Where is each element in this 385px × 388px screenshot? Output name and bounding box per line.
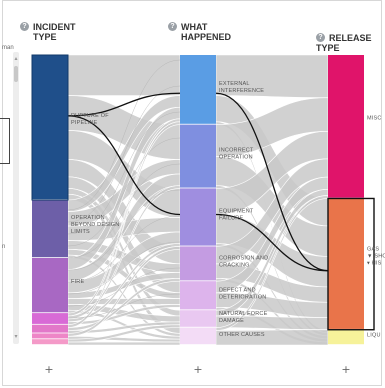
label-gas-line1: GAS (367, 247, 379, 253)
label-corrosion-line1: CORROSION AND (219, 256, 268, 262)
label-natural-line2: DAMAGE (219, 318, 244, 324)
minor-flow-line (67, 241, 181, 295)
node-i4[interactable] (32, 339, 68, 345)
highlight-path-1-1 (215, 213, 329, 272)
highlight-layer (67, 92, 329, 272)
label-gas-line2: ▼ SHO (367, 254, 385, 260)
minor-flow-line (67, 189, 181, 271)
label-operation-line2: BEYOND DESIGN (71, 222, 119, 228)
label-gas-line3: ▾ HIS (367, 261, 382, 267)
label-operation-line1: OPERATION (71, 215, 105, 221)
label-misc-line1: MISC (367, 116, 382, 122)
scrollbar[interactable]: ▴ ▾ (13, 52, 19, 344)
cropped-side-panel-box[interactable] (0, 118, 10, 164)
node-i3[interactable] (32, 333, 68, 339)
label-fire-line1: FIRE (71, 279, 84, 285)
add-release-type-button[interactable]: + (341, 363, 351, 376)
link-left-i4-to-other[interactable] (67, 341, 181, 346)
label-external-line1: EXTERNAL (219, 81, 250, 87)
minor-flow-line (67, 215, 181, 283)
label-liquid-line1: LIQU (367, 333, 381, 339)
header-release-label: RELEASE TYPE (316, 33, 372, 53)
cropped-side-text-bottom: n (2, 244, 6, 250)
add-incident-type-button[interactable]: + (44, 363, 54, 376)
help-icon[interactable]: ? (20, 22, 29, 31)
label-operation-line3: LIMITS (71, 229, 90, 235)
link-right-other-to-gas[interactable] (215, 329, 329, 346)
header-incident-line2: TYPE (33, 32, 57, 42)
highlight-path-1-0 (67, 115, 181, 216)
label-natural-line1: NATURAL FORCE (219, 311, 268, 317)
header-incident-line1: INCIDENT (33, 22, 76, 32)
minor-flow-line (67, 293, 181, 319)
node-fire[interactable] (32, 258, 68, 313)
selected-incident-outline (31, 54, 69, 201)
node-rupture[interactable] (32, 55, 68, 200)
highlight-path-0-0 (67, 92, 181, 117)
header-what-line1: WHAT (181, 22, 208, 32)
node-other[interactable] (180, 327, 216, 345)
node-i2[interactable] (32, 324, 68, 333)
node-gas[interactable] (328, 198, 364, 329)
help-icon[interactable]: ? (316, 33, 325, 42)
help-icon[interactable]: ? (168, 22, 177, 31)
nodes-layer (31, 54, 375, 345)
label-rupture-line1: RUPTURE OF (71, 113, 109, 119)
minor-flow-line (67, 163, 181, 259)
minor-flow-line (67, 137, 181, 247)
node-equipment[interactable] (180, 188, 216, 246)
highlight-path-0-1 (215, 92, 329, 272)
label-defect-line1: DEFECT AND (219, 288, 256, 294)
minor-flow-line (67, 85, 181, 223)
label-equipment-line2: FAILURE (219, 216, 243, 222)
label-defect-line2: DETERIORATION (219, 295, 266, 301)
minor-flow-line (67, 59, 181, 211)
node-i1[interactable] (32, 313, 68, 324)
label-external-line2: INTERFERENCE (219, 88, 264, 94)
node-corrosion[interactable] (180, 246, 216, 281)
label-rupture-line2: PIPELINE (71, 120, 97, 126)
scroll-up-arrow-icon[interactable]: ▴ (14, 56, 18, 62)
header-release-type[interactable]: ? RELEASE TYPE (316, 33, 385, 53)
cropped-side-text-top: man (2, 45, 14, 51)
node-misc[interactable] (328, 55, 364, 198)
header-what-line2: HAPPENED (181, 32, 232, 42)
node-operation[interactable] (32, 200, 68, 258)
minor-flow-lines (67, 59, 181, 319)
node-external[interactable] (180, 55, 216, 124)
minor-flow-line (67, 267, 181, 307)
node-natural[interactable] (180, 310, 216, 327)
label-equipment-line1: EQUIPMENT (219, 209, 254, 215)
header-what-happened[interactable]: ? WHAT HAPPENED (168, 22, 231, 42)
scroll-thumb[interactable] (14, 66, 18, 82)
node-defect[interactable] (180, 281, 216, 310)
node-incorrect[interactable] (180, 124, 216, 188)
label-incorrect-line2: OPERATION (219, 155, 253, 161)
node-liquid[interactable] (328, 329, 364, 345)
minor-flow-line (67, 111, 181, 235)
selected-release-outline (327, 197, 375, 331)
label-corrosion-line2: CRACKING (219, 263, 250, 269)
header-incident-type[interactable]: ? INCIDENT TYPE (20, 22, 76, 42)
scroll-down-arrow-icon[interactable]: ▾ (14, 334, 18, 340)
label-other-line1: OTHER CAUSES (219, 332, 265, 338)
links-layer (67, 54, 329, 346)
add-what-happened-button[interactable]: + (193, 363, 203, 376)
link-left-rupture-to-external[interactable] (67, 54, 181, 96)
label-incorrect-line1: INCORRECT (219, 148, 254, 154)
